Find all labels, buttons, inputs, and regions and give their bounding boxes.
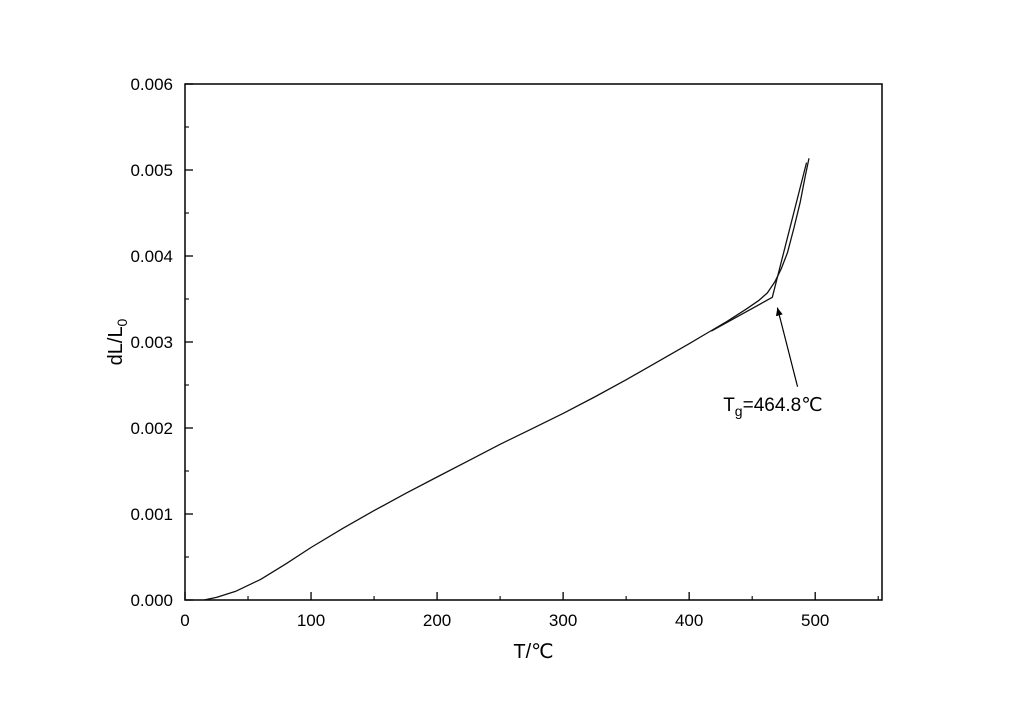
y-tick-label: 0.004 [130,247,173,266]
y-axis-title: dL/L0 [105,318,130,365]
axis-ticks [184,83,879,601]
x-tick-label: 500 [801,611,829,630]
plot-frame [184,83,883,601]
x-tick-label: 100 [297,611,325,630]
y-tick-label: 0.000 [130,591,173,610]
y-tick-label: 0.002 [130,419,173,438]
axis-tick-labels: 0 100 200 300 400 500 0.000 0.001 0.002 0.003 0.00… [105,75,829,663]
y-tick-label: 0.003 [130,333,173,352]
x-tick-label: 0 [180,611,189,630]
tg-annotation-label: Tg=464.8℃ [723,395,822,419]
x-tick-label: 300 [549,611,577,630]
y-tick-label: 0.005 [130,161,173,180]
x-tick-label: 200 [423,611,451,630]
x-tick-label: 400 [675,611,703,630]
axes [184,83,883,601]
x-axis-title: T/℃ [513,641,553,663]
y-tick-label: 0.001 [130,505,173,524]
tg-annotation-arrow [775,307,799,387]
data-series [203,158,810,601]
y-tick-label: 0.006 [130,75,173,94]
thermal-expansion-measured-curve [203,158,810,601]
tg-annotation: Tg=464.8℃ [723,307,823,419]
tangent-construction-lines [711,162,808,332]
